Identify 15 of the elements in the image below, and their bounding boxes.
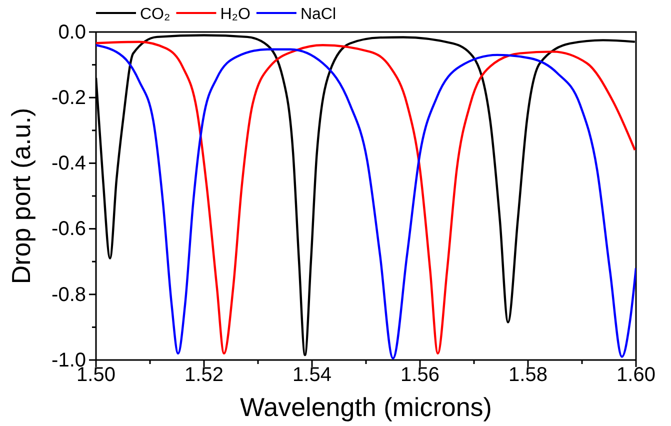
y-tick-label: 0.0 [58,21,86,44]
x-tick-label: 1.60 [616,364,656,386]
x-tick-label: 1.58 [508,364,548,386]
legend-label: H₂O [220,6,250,23]
x-axis-title: Wavelength (microns) [240,392,492,422]
y-tick-label: -0.4 [52,152,86,175]
x-tick-label: 1.56 [400,364,440,386]
legend-label: NaCl [300,6,336,23]
x-tick-label: 1.54 [292,364,332,386]
y-axis-title: Drop port (a.u.) [6,108,36,284]
legend-label: CO₂ [140,6,170,23]
x-tick-label: 1.52 [184,364,224,386]
y-tick-label: -0.6 [52,218,86,240]
y-tick-label: -0.8 [52,284,86,306]
y-tick-label: -0.2 [52,87,86,109]
